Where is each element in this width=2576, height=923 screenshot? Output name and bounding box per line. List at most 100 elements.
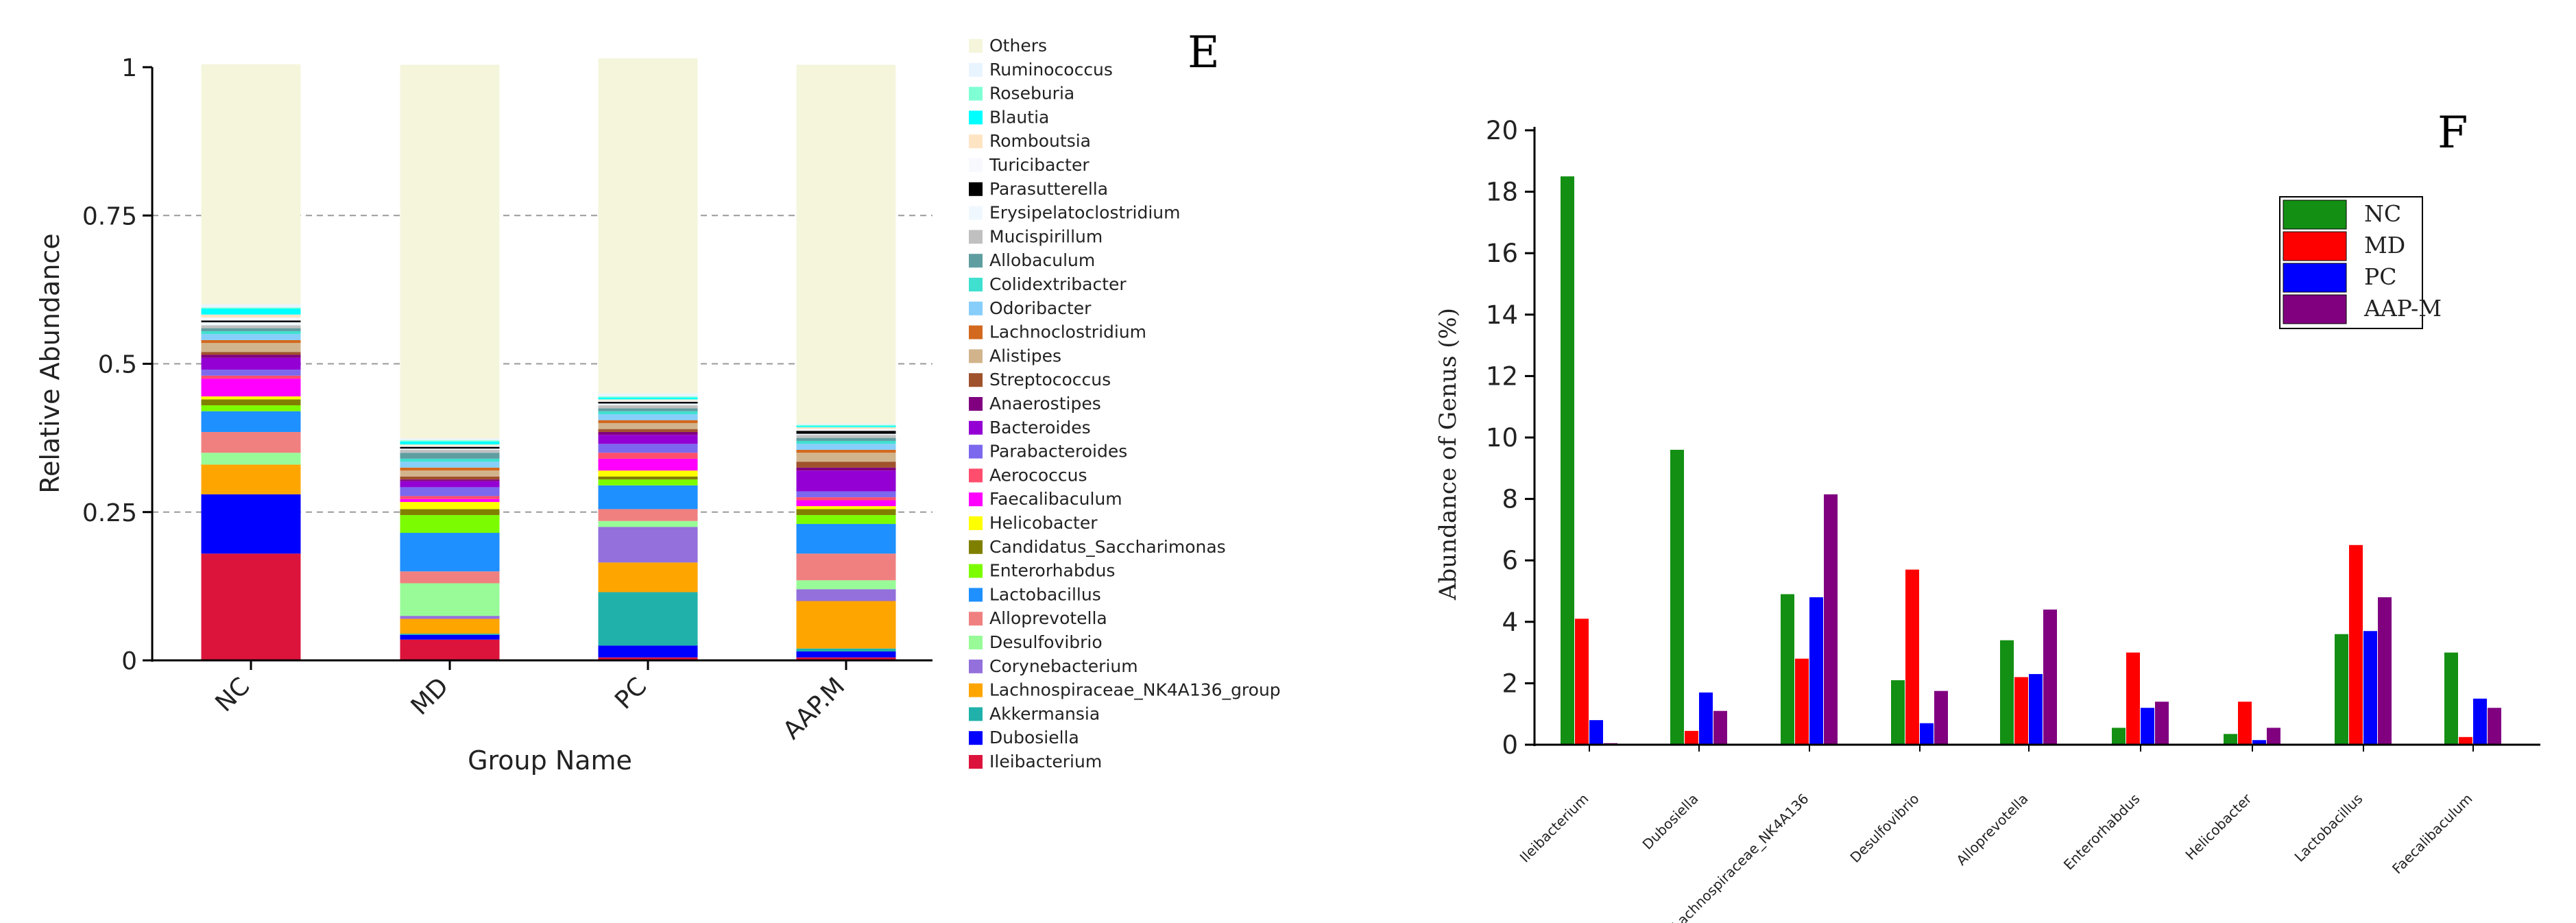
e-bar-segment-dubosiella — [796, 651, 896, 658]
f-bar-aap-m — [2155, 702, 2169, 745]
e-bar-segment-dubosiella — [598, 645, 698, 658]
e-bar-segment-dubosiella — [400, 634, 500, 640]
e-legend-label: Odoribacter — [989, 298, 1092, 318]
f-bar-nc — [1561, 176, 1574, 745]
f-y-tick-label: 16 — [1486, 239, 1518, 268]
e-legend-label: Corynebacterium — [989, 656, 1138, 676]
f-bar-aap-m — [2267, 728, 2280, 745]
e-legend-label: Colidextribacter — [989, 274, 1127, 294]
e-bar-segment-desulfovibrio — [201, 453, 301, 465]
e-legend-swatch — [969, 612, 983, 626]
e-bar-segment-lachnospiraceae-nk4a136-group — [796, 601, 896, 649]
e-legend-swatch — [969, 516, 983, 530]
e-bar-segment-alistipes — [598, 423, 698, 429]
f-bar-pc — [1699, 692, 1713, 745]
e-x-tick-label: MD — [406, 672, 455, 721]
f-legend-swatch — [2283, 200, 2347, 230]
e-legend-swatch — [969, 397, 983, 411]
e-x-axis-label: Group Name — [468, 745, 632, 776]
e-bar-segment-turicibacter — [201, 317, 301, 321]
e-legend-swatch — [969, 540, 983, 554]
e-legend-swatch — [969, 349, 983, 363]
f-bar-pc — [1920, 723, 1934, 745]
e-bar-segment-roseburia — [201, 307, 301, 309]
e-x-tick-label: PC — [610, 672, 652, 715]
e-bar-segment-roseburia — [598, 396, 698, 398]
e-bar-segment-odoribacter — [400, 462, 500, 468]
e-bar-segment-lactobacillus — [796, 524, 896, 554]
e-bar-segment-allobaculum — [796, 437, 896, 441]
e-legend-swatch — [969, 564, 983, 578]
e-bar-segment-streptococcus — [201, 352, 301, 355]
e-legend-swatch — [969, 158, 983, 172]
e-bar-segment-parasutterella — [796, 431, 896, 434]
e-legend-label: Parabacteroides — [989, 442, 1127, 462]
e-bar-segment-turicibacter — [400, 445, 500, 447]
e-bar-segment-helicobacter — [201, 396, 301, 400]
e-legend-swatch — [969, 206, 983, 220]
e-legend-label: Parasutterella — [989, 179, 1108, 199]
e-y-tick-label: 0.5 — [98, 351, 137, 379]
e-bar-segment-lachnospiraceae-nk4a136-group — [201, 464, 301, 494]
e-bar-segment-ruminococcus — [598, 393, 698, 397]
e-bar-segment-others — [598, 58, 698, 394]
e-bar-segment-bacteroides — [796, 470, 896, 492]
e-bar-segment-mucispirillum — [796, 435, 896, 438]
f-bar-aap-m — [1713, 710, 1727, 745]
e-legend-label: Erysipelatoclostridium — [989, 203, 1181, 223]
e-legend-swatch — [969, 468, 983, 483]
e-bar-segment-faecalibaculum — [598, 458, 698, 471]
e-y-axis-label: Relative Abundance — [35, 233, 65, 493]
f-bars — [1561, 176, 2501, 745]
e-bar-segment-anaerostipes — [201, 355, 301, 358]
e-legend-label: Alistipes — [989, 346, 1061, 365]
e-legend-swatch — [969, 230, 983, 244]
e-bar-segment-erysipelatoclostridium — [796, 433, 896, 435]
e-bar-segment-allobaculum — [400, 453, 500, 459]
f-y-ticks: 0 2 4 6 8 10 12 14 16 18 20 — [1486, 116, 1534, 760]
e-bar-segment-faecalibaculum — [796, 500, 896, 507]
f-legend-swatch — [2283, 294, 2347, 324]
e-bar-segment-ruminococcus — [400, 438, 500, 441]
e-legend: Others Ruminococcus Roseburia Blautia Rombou… — [969, 36, 1281, 771]
e-bar-segment-streptococcus — [598, 429, 698, 432]
e-bar-segment-alistipes — [796, 453, 896, 462]
e-legend-label: Lachnoclostridium — [989, 322, 1146, 342]
e-bar-segment-enterorhabdus — [598, 479, 698, 486]
e-bar-segment-helicobacter — [598, 470, 698, 477]
f-bar-nc — [2224, 734, 2237, 745]
e-y-tick-label: 1 — [121, 54, 137, 82]
e-legend-label: Roseburia — [989, 84, 1074, 104]
e-bar-segment-enterorhabdus — [201, 405, 301, 411]
e-bar-segment-streptococcus — [796, 462, 896, 468]
f-x-tick-label: Desulfovibrio — [1846, 791, 1922, 866]
e-legend-label: Anaerostipes — [989, 394, 1101, 413]
e-bar-segment-ileibacterium — [796, 657, 896, 660]
e-bar-segment-lachnoclostridium — [400, 467, 500, 471]
f-legend-swatch — [2283, 231, 2347, 261]
f-bar-md — [2238, 702, 2252, 745]
e-bar-segment-alloprevotella — [796, 553, 896, 581]
e-legend-label: Lachnospiraceae_NK4A136_group — [989, 680, 1281, 700]
e-bar-segment-desulfovibrio — [796, 580, 896, 590]
e-bar-segment-parabacteroides — [400, 487, 500, 496]
e-legend-label: Dubosiella — [989, 728, 1079, 747]
e-legend-label: Ruminococcus — [989, 60, 1113, 80]
e-bar-segment-faecalibaculum — [201, 379, 301, 397]
e-bar-segment-ileibacterium — [598, 657, 698, 660]
f-bar-nc — [2112, 728, 2126, 745]
e-bar-segment-blautia — [201, 309, 301, 315]
e-bar-segment-desulfovibrio — [400, 583, 500, 616]
e-bar-segment-blautia — [598, 397, 698, 400]
e-legend-swatch — [969, 182, 983, 196]
e-x-tick-label: AAP.M — [778, 672, 850, 745]
e-x-ticks: NC MD PC AAP.M — [210, 660, 850, 745]
e-bar-segment-alloprevotella — [598, 509, 698, 521]
f-bar-pc — [1809, 597, 1823, 745]
e-bar-segment-helicobacter — [400, 502, 500, 510]
f-bar-aap-m — [1824, 494, 1838, 745]
e-bar-segment-mucispirillum — [201, 325, 301, 328]
e-legend-swatch — [969, 278, 983, 291]
e-bar-segment-ileibacterium — [201, 553, 301, 660]
e-legend-label: Allobaculum — [989, 250, 1095, 270]
